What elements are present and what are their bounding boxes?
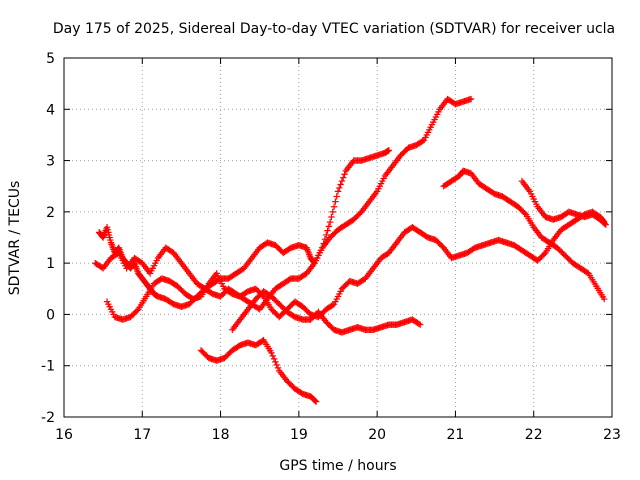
data-point	[326, 218, 334, 226]
series-track-1	[96, 95, 475, 310]
data-point	[270, 355, 278, 363]
data-point	[329, 301, 336, 309]
x-tick-label: 20	[368, 427, 386, 443]
x-axis-label: GPS time / hours	[279, 458, 396, 474]
data-point	[385, 147, 393, 154]
data-point	[419, 137, 427, 145]
series-track-6	[440, 167, 608, 303]
y-tick-label: 3	[46, 154, 55, 170]
data-point	[311, 397, 319, 404]
data-point	[600, 295, 608, 303]
y-tick-label: 1	[46, 256, 55, 272]
x-tick-label: 19	[290, 427, 308, 443]
series-track-4	[197, 336, 320, 405]
y-tick-labels: -2 -1 0 1 2 3 4 5	[41, 51, 55, 426]
data-point	[133, 307, 141, 314]
data-point	[272, 358, 279, 366]
data-point	[337, 181, 344, 188]
x-tick-label: 17	[133, 427, 151, 443]
series-track-7	[518, 177, 609, 228]
data-point	[521, 209, 528, 217]
data-point	[324, 227, 331, 234]
x-tick-labels: 16 17 18 19 20 21 22 23	[55, 427, 621, 443]
data-point	[330, 203, 338, 210]
y-tick-label: 2	[46, 205, 55, 221]
data-point	[340, 174, 347, 181]
x-tick-label: 21	[447, 427, 465, 443]
data-point	[336, 184, 343, 192]
y-tick-label: -2	[41, 410, 55, 426]
data-point	[338, 177, 346, 185]
plot-frame	[63, 57, 613, 418]
data-point	[328, 213, 335, 221]
axis-ticks	[63, 57, 613, 418]
series-track-2	[92, 147, 393, 313]
data-point	[467, 95, 475, 103]
data-point	[329, 208, 336, 216]
data-point	[341, 171, 348, 178]
data-point	[273, 361, 280, 369]
x-tick-label: 22	[525, 427, 543, 443]
data-point	[323, 231, 330, 239]
data-point	[312, 398, 320, 405]
data-point	[332, 198, 339, 205]
data-point	[320, 240, 327, 247]
data-point	[269, 352, 276, 360]
data-point	[415, 320, 423, 328]
gridlines	[64, 58, 612, 417]
data-point	[602, 221, 609, 228]
series-track-5	[229, 288, 424, 336]
data-point	[325, 223, 333, 230]
y-axis-label: SDTVAR / TECUs	[7, 181, 23, 296]
y-tick-label: 5	[46, 51, 55, 67]
x-tick-label: 23	[603, 427, 621, 443]
y-tick-label: 4	[46, 102, 55, 118]
data-point	[334, 188, 342, 195]
data-point	[417, 321, 424, 328]
data-point	[274, 364, 282, 372]
data-point	[601, 220, 609, 228]
data-point	[319, 244, 326, 251]
data-marks	[92, 95, 609, 405]
data-point	[268, 349, 275, 357]
chart-title: Day 175 of 2025, Sidereal Day-to-day VTE…	[53, 21, 615, 37]
y-tick-label: 0	[46, 307, 55, 323]
data-point	[321, 236, 329, 243]
series-track-3	[103, 208, 608, 323]
data-point	[540, 250, 548, 258]
x-tick-label: 16	[55, 427, 73, 443]
y-tick-label: -1	[41, 359, 55, 375]
x-tick-label: 18	[212, 427, 230, 443]
data-point	[333, 193, 340, 200]
